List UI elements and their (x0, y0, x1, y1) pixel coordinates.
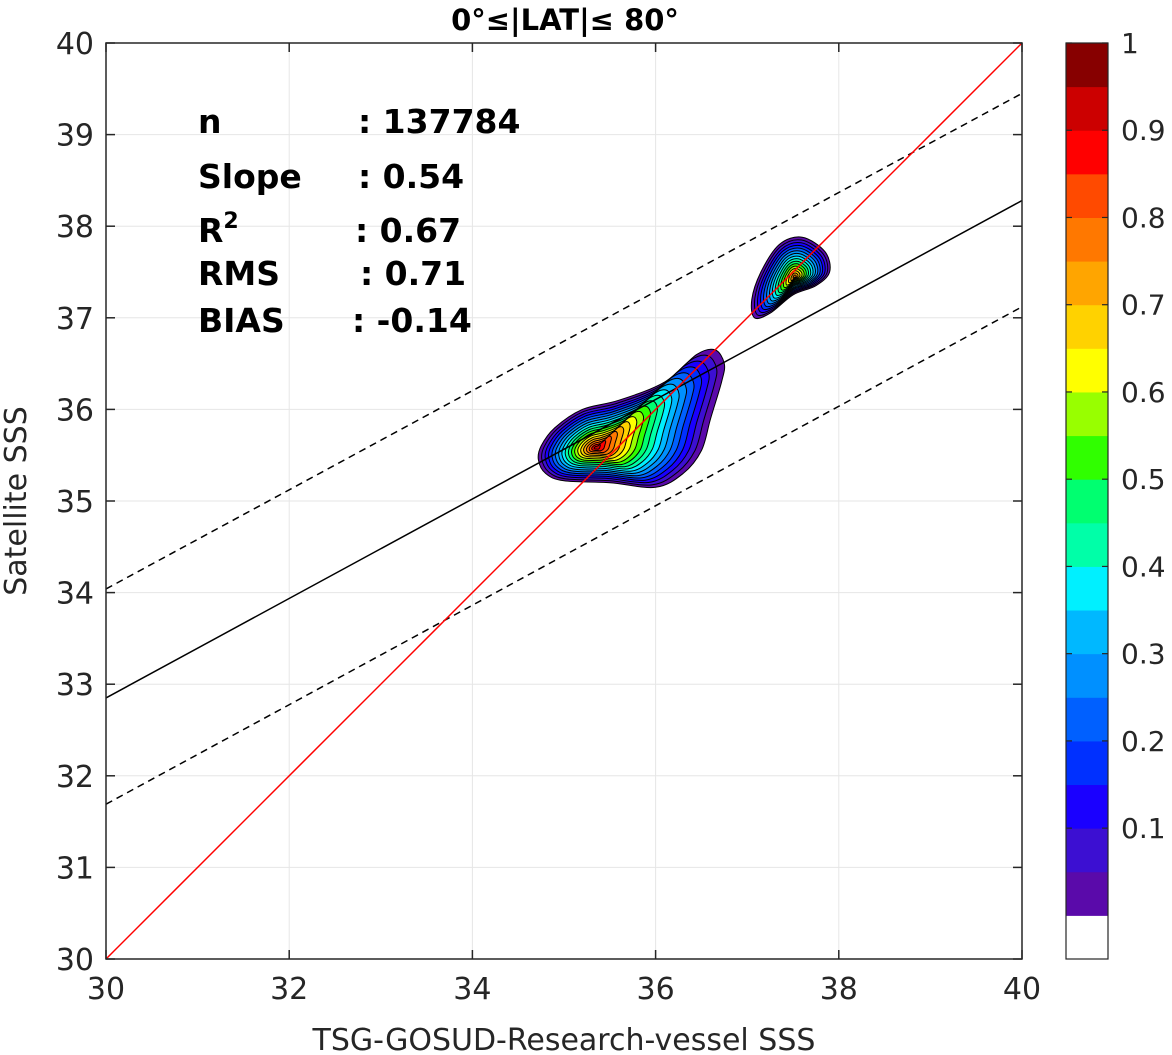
stat-label: BIAS (198, 301, 285, 340)
axis-ticks: 30 32 34 36 38 40 30 31 32 33 34 35 36 37 38 39 40 (56, 27, 1041, 1007)
x-tick-label: 34 (453, 972, 491, 1007)
stat-label-superscript: 2 (223, 209, 238, 234)
colorbar-swatch (1066, 261, 1108, 306)
colorbar-swatch (1066, 217, 1108, 262)
stat-value: : 137784 (358, 102, 520, 141)
y-tick-label: 32 (56, 760, 94, 795)
colorbar-swatch (1066, 435, 1108, 480)
colorbar-tick-label: 0.8 (1121, 201, 1166, 234)
colorbar-swatch (1066, 784, 1108, 829)
y-tick-label: 30 (56, 943, 94, 978)
colorbar-tick-label: 0.3 (1121, 638, 1166, 671)
contour-level (593, 444, 601, 450)
colorbar-swatch (1066, 391, 1108, 437)
y-tick-label: 33 (56, 668, 94, 703)
colorbar-swatch (1066, 130, 1108, 175)
y-tick-label: 31 (56, 851, 94, 886)
colorbar-frame (1065, 42, 1109, 960)
x-tick-label: 40 (1003, 972, 1041, 1007)
colorbar-swatch (1066, 304, 1108, 349)
colorbar-tick-label: 1 (1121, 27, 1139, 60)
x-tick-label: 38 (820, 972, 858, 1007)
stat-value: : 0.67 (355, 211, 461, 250)
regression-line (105, 199, 1023, 699)
y-tick-label: 37 (56, 302, 94, 337)
colorbar-tick-label: 0.1 (1121, 812, 1166, 845)
colorbar-tick-label: 0.9 (1121, 114, 1166, 147)
x-axis-label: TSG-GOSUD-Research-vessel SSS (312, 1023, 816, 1055)
stat-label: RMS (198, 254, 280, 293)
stat-label: Slope (198, 157, 302, 196)
colorbar-swatch (1066, 86, 1108, 131)
colorbar-tick-label: 0.7 (1121, 289, 1166, 322)
y-tick-label: 38 (56, 210, 94, 245)
y-axis-label: Satellite SSS (0, 406, 34, 596)
chart-title: 0°≤|LAT|≤ 80° (451, 3, 679, 37)
upper-bound-line (105, 92, 1023, 590)
colorbar-swatch (1066, 871, 1108, 916)
x-tick-label: 32 (270, 972, 308, 1007)
stat-value: : 0.71 (360, 254, 466, 293)
colorbar-swatch (1066, 348, 1108, 393)
x-tick-label: 36 (637, 972, 675, 1007)
contour-cluster-upper (750, 236, 831, 320)
colorbar-swatch (1066, 479, 1108, 524)
colorbar-swatch (1066, 173, 1108, 218)
colorbar-swatch (1066, 697, 1108, 742)
colorbar-swatch (1066, 522, 1108, 567)
colorbar-swatch (1066, 653, 1108, 698)
y-tick-label: 39 (56, 119, 94, 154)
x-tick-label: 30 (87, 972, 125, 1007)
y-tick-label: 36 (56, 393, 94, 428)
colorbar-tick-label: 0.6 (1121, 376, 1166, 409)
lower-bound-line (105, 306, 1023, 805)
y-tick-label: 34 (56, 577, 94, 612)
stat-value: : -0.14 (352, 301, 472, 340)
identity-line (105, 42, 1023, 960)
colorbar: 0.1 0.2 0.3 0.4 0.5 0.6 0.7 0.8 0.9 1 (1065, 27, 1166, 960)
colorbar-swatch (1066, 43, 1108, 88)
fit-lines (105, 42, 1023, 960)
colorbar-swatch (1066, 915, 1108, 960)
colorbar-swatch (1066, 740, 1108, 786)
colorbar-swatch (1066, 566, 1108, 611)
colorbar-tick-label: 0.5 (1121, 463, 1166, 496)
stat-label: n (198, 102, 222, 141)
y-tick-label: 35 (56, 485, 94, 520)
contour-level (792, 274, 797, 279)
colorbar-tick-label: 0.2 (1121, 725, 1166, 758)
y-tick-label: 40 (56, 27, 94, 62)
colorbar-swatch (1066, 610, 1108, 655)
stat-value: : 0.54 (358, 157, 464, 196)
colorbar-tick-label: 0.4 (1121, 550, 1166, 583)
colorbar-swatch (1066, 828, 1108, 873)
